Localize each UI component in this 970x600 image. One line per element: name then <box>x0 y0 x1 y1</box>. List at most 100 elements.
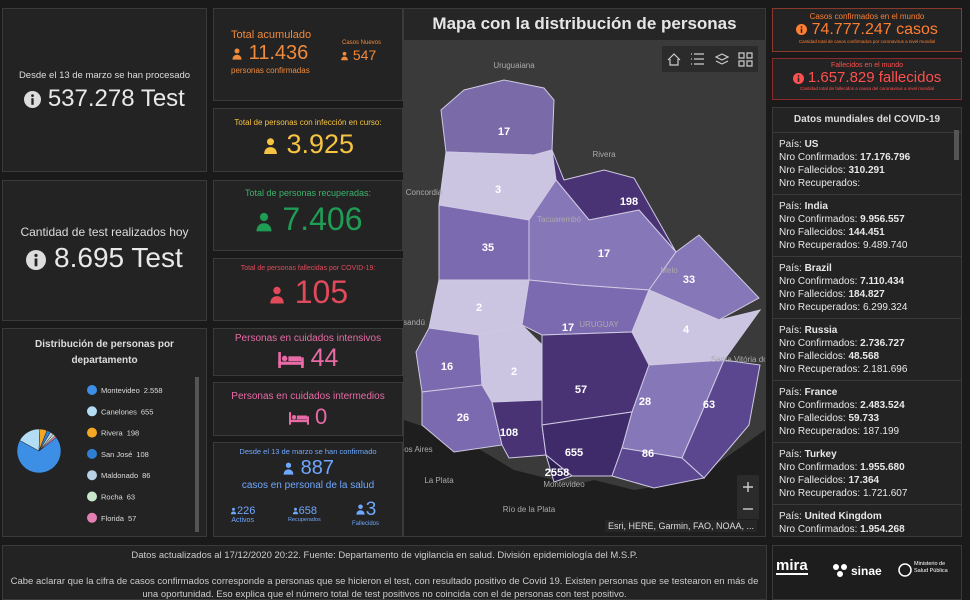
dept-flores <box>478 324 543 403</box>
new-row: 547 <box>340 47 376 63</box>
home-button[interactable] <box>667 53 681 66</box>
row-deaths: Nro Fallecidos: 17.364 <box>779 474 955 487</box>
scrollbar[interactable] <box>954 130 959 160</box>
field-value: 17.364 <box>848 475 880 486</box>
person-icon <box>231 47 243 61</box>
row-country: País: Turkey <box>779 448 955 461</box>
field-label: Nro Confirmados: <box>779 462 858 473</box>
new-value: 547 <box>352 47 377 63</box>
logo-msp: Ministerio de Salud Pública <box>914 561 948 574</box>
person-icon <box>268 285 286 305</box>
row-recovered: Nro Recuperados: 1.721.607 <box>779 487 955 500</box>
legend-swatch <box>87 470 97 481</box>
place-label: Santa Vitória do Palmar <box>711 355 765 364</box>
department-value: 17 <box>598 248 610 260</box>
person-icon <box>355 503 366 516</box>
label: Recuperados <box>288 517 321 523</box>
value: 11.436 <box>248 42 309 64</box>
field-value: 1.954.268 <box>860 524 905 535</box>
row-confirmed: Nro Confirmados: 2.736.727 <box>779 337 955 350</box>
recovered-panel: Total de personas recuperadas: 7.406 <box>213 180 403 251</box>
value-row: 8.695 Test <box>3 242 206 274</box>
legend-swatch <box>87 406 97 417</box>
updated: Datos actualizados al 17/12/2020 20:22. … <box>131 550 638 561</box>
label: Desde el 13 de marzo se han procesado <box>18 70 191 81</box>
field-value: 187.199 <box>862 426 900 437</box>
value: 105 <box>294 274 349 310</box>
legend-value: 108 <box>136 450 149 459</box>
qr-button[interactable] <box>738 52 753 67</box>
field-label: País: <box>779 263 802 274</box>
row-country: País: Russia <box>779 324 955 337</box>
field-label: País: <box>779 511 802 522</box>
field-label: País: <box>779 449 802 460</box>
place-label: enos Aires <box>404 445 433 454</box>
dept-cerro-largo <box>648 234 760 321</box>
country-item: País: India Nro Confirmados: 9.956.557 Nro… <box>773 194 961 256</box>
label: Total de personas con infección en curso… <box>234 118 382 127</box>
department-value: 57 <box>575 384 587 396</box>
field-value: United Kingdom <box>804 511 882 522</box>
zoom-bg <box>737 475 759 519</box>
place-label: Rivera <box>592 150 616 159</box>
person-icon <box>292 507 299 515</box>
country-item: País: Turkey Nro Confirmados: 1.955.680 Nr… <box>773 442 961 504</box>
field-label: Nro Confirmados: <box>779 400 858 411</box>
scrollbar[interactable] <box>195 377 199 532</box>
label: Activos <box>231 517 254 524</box>
value-row: 44 <box>214 344 402 373</box>
value: 658 <box>298 505 318 517</box>
field-value: 59.733 <box>848 413 880 424</box>
department-value: 108 <box>500 427 518 439</box>
sub: personas confirmadas <box>231 66 310 75</box>
row-confirmed: Nro Confirmados: 2.483.524 <box>779 399 955 412</box>
tests-today-panel: Cantidad de test realizados hoy 8.695 Te… <box>2 180 207 321</box>
value: 537.278 Test <box>47 85 185 112</box>
field-value: Brazil <box>804 263 832 274</box>
field-label: Nro Fallecidos: <box>779 475 846 486</box>
bed-icon <box>289 411 309 425</box>
map[interactable]: 17 3 198 35 17 33 2 17 4 16 2 57 28 63 26 108 655 86 2558 U… <box>404 40 765 537</box>
place-label: La Plata <box>424 476 454 485</box>
world-deaths-panel: Fallecidos en el mundo 1.657.829 falleci… <box>772 58 962 100</box>
zoom-in[interactable] <box>743 482 753 492</box>
legend-label: Canelones <box>101 407 137 416</box>
value: 8.695 Test <box>54 242 183 273</box>
field-value: India <box>804 201 828 212</box>
field-label: País: <box>779 325 802 336</box>
value: 0 <box>314 404 328 429</box>
field-label: País: <box>779 139 802 150</box>
field-value: France <box>804 387 838 398</box>
legend-label: San José <box>101 450 132 459</box>
department-value: 198 <box>620 196 638 208</box>
layers-button[interactable] <box>714 53 730 65</box>
row-deaths: Nro Fallecidos: 66.150 <box>779 536 955 537</box>
staff-deceased: 3 Fallecidos <box>352 499 379 527</box>
value: 3 <box>365 499 377 520</box>
value-row: 3.925 <box>214 129 402 160</box>
distribution-title: Distribución de personas por departament… <box>35 339 174 366</box>
label: Casos confirmados en el mundo <box>809 12 925 21</box>
field-label: País: <box>779 387 802 398</box>
row-deaths: Nro Fallecidos: 184.827 <box>779 288 955 301</box>
row-deaths: Nro Fallecidos: 310.291 <box>779 164 955 177</box>
legend-button[interactable] <box>691 53 704 65</box>
world-panel: Datos mundiales del COVID-19 País: US Nro… <box>772 107 962 537</box>
value-row: 105 <box>214 274 402 311</box>
field-label: Nro Recuperados: <box>779 178 861 189</box>
pie-slice <box>38 435 57 452</box>
legend-swatch <box>87 512 97 523</box>
label: Cantidad de test realizados hoy <box>20 225 189 239</box>
value-row: 0 <box>214 404 402 430</box>
field-label: Nro Fallecidos: <box>779 289 846 300</box>
world-list[interactable]: País: US Nro Confirmados: 17.176.796 Nro F… <box>773 132 961 537</box>
logo-sinae: sinae <box>851 564 882 578</box>
row-deaths: Nro Fallecidos: 144.451 <box>779 226 955 239</box>
legend-label: Rocha <box>101 493 124 502</box>
field-value: 7.110.434 <box>860 276 905 287</box>
department-value: 63 <box>703 399 715 411</box>
place-label: Montevideo <box>543 480 585 489</box>
label: Desde el 13 de marzo se han confirmado <box>239 447 377 456</box>
legend-swatch <box>87 385 97 395</box>
legend-swatch <box>87 427 97 438</box>
